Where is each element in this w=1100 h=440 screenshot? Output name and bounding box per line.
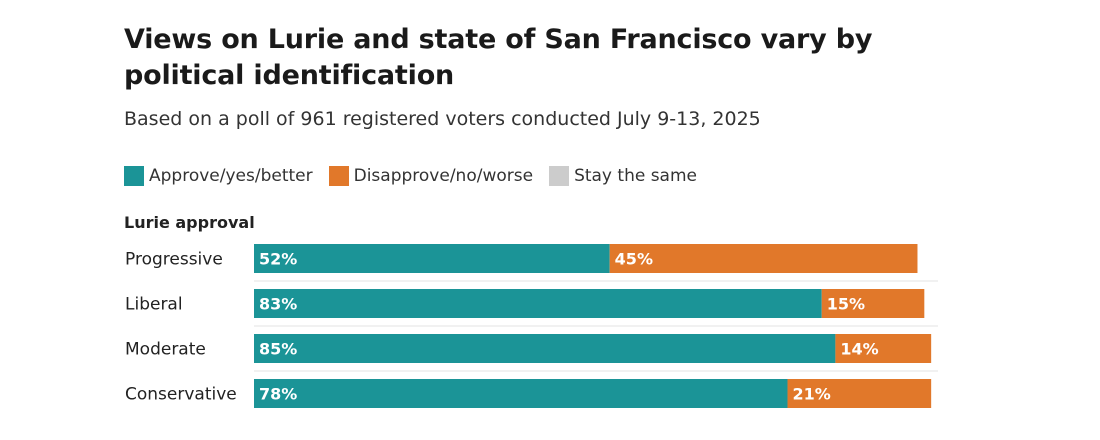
data-label-progressive-approve: 52% bbox=[259, 250, 297, 269]
legend-item-disapprove: Disapprove/no/worse bbox=[328, 166, 534, 186]
legend-item-approve: Approve/yes/better bbox=[124, 166, 313, 186]
bar-progressive-disapprove bbox=[609, 244, 918, 273]
data-label-moderate-disapprove: 14% bbox=[840, 340, 878, 359]
data-label-progressive-disapprove: 45% bbox=[615, 250, 653, 269]
data-label-conservative-disapprove: 21% bbox=[793, 385, 831, 404]
bar-moderate-disapprove bbox=[835, 334, 932, 363]
bar-moderate-approve bbox=[254, 334, 836, 363]
category-label-conservative: Conservative bbox=[125, 385, 237, 405]
bar-progressive-approve bbox=[254, 244, 610, 273]
bar-conservative-disapprove bbox=[787, 379, 932, 408]
legend: Approve/yes/better Disapprove/no/worse S… bbox=[124, 164, 713, 188]
category-label-liberal: Liberal bbox=[125, 295, 183, 315]
bar-liberal-approve bbox=[254, 289, 822, 318]
chart-subtitle: Based on a poll of 961 registered voters… bbox=[124, 108, 761, 130]
legend-swatch-disapprove bbox=[328, 166, 349, 186]
legend-label-disapprove: Disapprove/no/worse bbox=[353, 166, 534, 186]
category-label-moderate: Moderate bbox=[125, 340, 206, 360]
data-label-conservative-approve: 78% bbox=[259, 385, 297, 404]
section-title-lurie-approval: Lurie approval bbox=[124, 213, 255, 232]
data-label-liberal-approve: 83% bbox=[259, 295, 297, 314]
legend-label-same: Stay the same bbox=[574, 166, 697, 186]
bar-conservative-approve bbox=[254, 379, 788, 408]
legend-item-same: Stay the same bbox=[549, 166, 697, 186]
legend-label-approve: Approve/yes/better bbox=[149, 166, 313, 186]
legend-swatch-same bbox=[549, 166, 570, 186]
chart-title: Views on Lurie and state of San Francisc… bbox=[124, 24, 873, 91]
data-label-liberal-disapprove: 15% bbox=[827, 295, 865, 314]
legend-swatch-approve bbox=[124, 166, 144, 186]
data-label-moderate-approve: 85% bbox=[259, 340, 297, 359]
category-label-progressive: Progressive bbox=[125, 250, 223, 270]
bar-liberal-disapprove bbox=[821, 289, 925, 318]
